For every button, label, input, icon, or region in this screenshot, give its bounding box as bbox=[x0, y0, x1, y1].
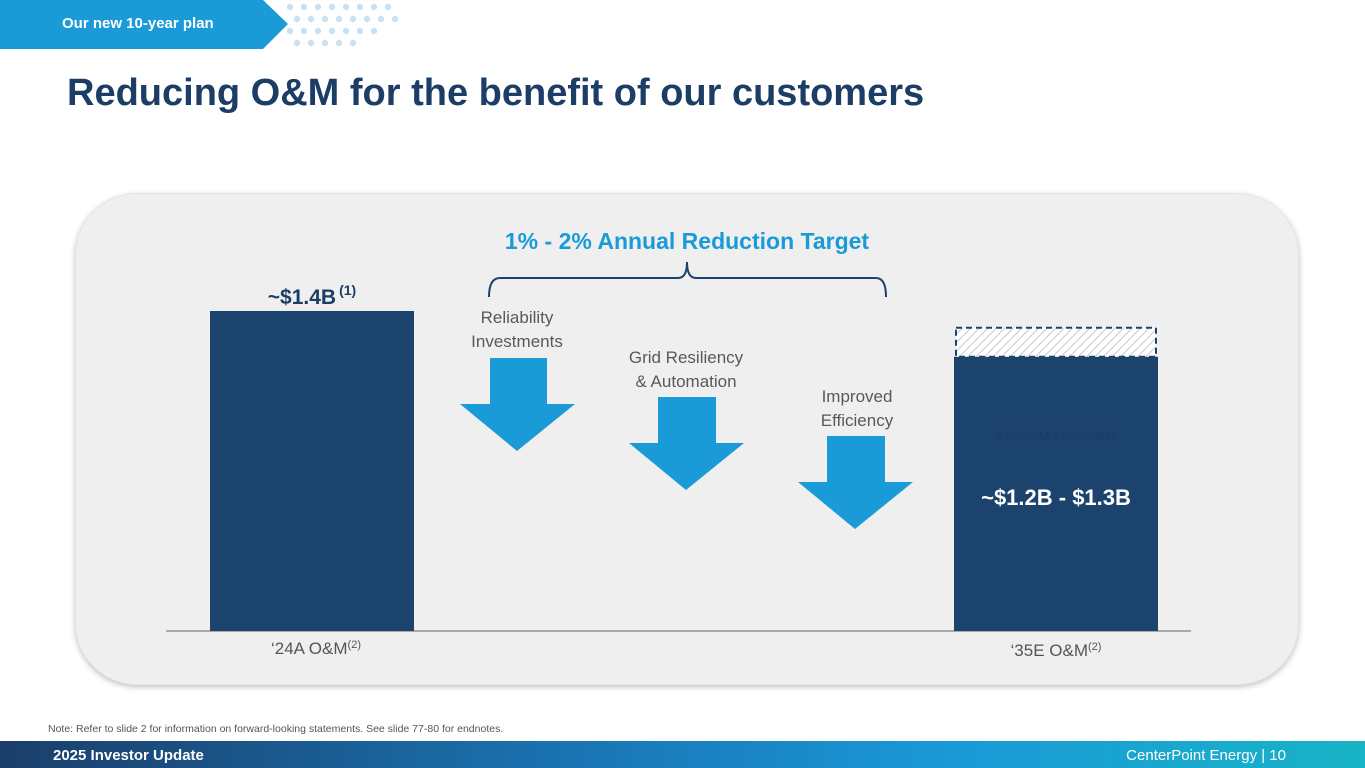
page-title: Reducing O&M for the benefit of our cust… bbox=[67, 72, 925, 114]
range-band-label: $100MM - $200MM bbox=[995, 428, 1116, 444]
range-band-100-200mm bbox=[955, 326, 1157, 358]
reduction-target-title: 1% - 2% Annual Reduction Target bbox=[505, 228, 870, 254]
footer-company-page: CenterPoint Energy | 10 bbox=[1126, 747, 1286, 764]
section-tag: Our new 10-year plan bbox=[0, 0, 288, 49]
bar-35e-om bbox=[954, 356, 1158, 631]
section-tag-label: Our new 10-year plan bbox=[62, 15, 214, 32]
driver-label-efficiency: Improved Efficiency bbox=[821, 387, 894, 430]
driver-label-grid-resiliency: Grid Resiliency & Automation bbox=[629, 348, 744, 391]
dot-pattern-decoration bbox=[286, 3, 399, 47]
bar-1-value-label: ~$1.4B (1) bbox=[268, 282, 356, 309]
down-arrow-efficiency-icon bbox=[798, 436, 913, 529]
footer-event-name: 2025 Investor Update bbox=[53, 747, 204, 764]
footer-bar: 2025 Investor Update CenterPoint Energy … bbox=[0, 741, 1365, 768]
reduction-bracket bbox=[488, 261, 887, 298]
bar-24a-om bbox=[210, 311, 414, 631]
bar-2-value-label: ~$1.2B - $1.3B bbox=[981, 485, 1131, 510]
footnote: Note: Refer to slide 2 for information o… bbox=[48, 723, 504, 735]
down-arrow-grid-resiliency-icon bbox=[629, 397, 744, 490]
down-arrow-reliability-icon bbox=[460, 358, 575, 451]
category-label-35e: ‘35E O&M(2) bbox=[1011, 641, 1102, 660]
category-label-24a: ‘24A O&M(2) bbox=[271, 639, 361, 658]
driver-label-reliability: Reliability Investments bbox=[471, 308, 563, 351]
